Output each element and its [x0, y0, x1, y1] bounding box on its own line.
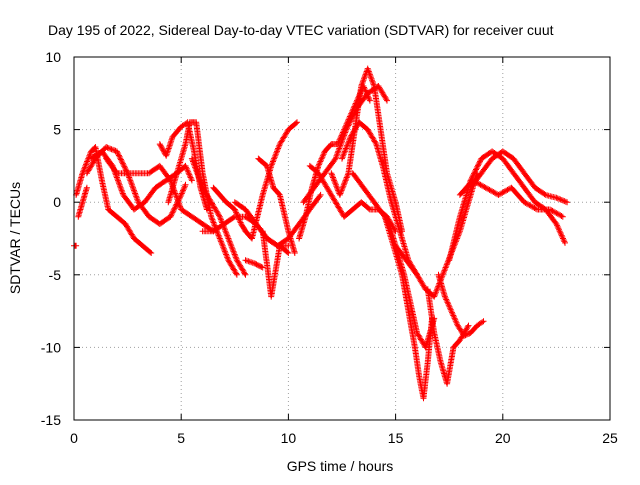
series-sat-27	[456, 177, 566, 220]
y-tick-label: -15	[41, 412, 61, 428]
x-tick-label: 0	[70, 430, 78, 446]
series-sat-7	[188, 155, 249, 278]
data-point-marks	[259, 228, 292, 300]
x-tick-label: 10	[281, 430, 297, 446]
data-point-marks	[242, 257, 266, 271]
y-tick-label: -10	[41, 339, 61, 355]
series-sat-12	[259, 228, 292, 300]
plot-frame	[73, 56, 611, 421]
series-sat-23	[424, 286, 472, 387]
x-axis-label: GPS time / hours	[287, 458, 394, 474]
plot-area	[71, 65, 571, 402]
axis-ticks: 0 5 10 15 20 25 -15 -10 -5 0 5 10	[41, 49, 618, 446]
y-tick-label: -5	[49, 267, 62, 283]
data-point-marks	[75, 184, 90, 220]
y-tick-label: 5	[53, 122, 61, 138]
data-point-marks	[339, 119, 420, 278]
chart-title: Day 195 of 2022, Sidereal Day-to-day VTE…	[48, 22, 554, 38]
series-sat-11	[242, 257, 266, 271]
data-point-marks	[103, 155, 217, 235]
x-tick-label: 15	[388, 430, 404, 446]
y-axis-label: SDTVAR / TECUs	[7, 182, 23, 294]
series-sat-18	[328, 65, 405, 235]
x-tick-label: 20	[495, 430, 511, 446]
series-sat-4	[103, 155, 217, 235]
data-point-marks	[249, 119, 300, 242]
series-sat-14	[249, 119, 300, 242]
y-tick-label: 10	[45, 49, 61, 65]
y-tick-label: 0	[53, 194, 61, 210]
series-sat-29	[75, 184, 90, 220]
data-point-marks	[435, 271, 487, 339]
data-point-marks	[456, 177, 566, 220]
x-tick-label: 25	[602, 430, 618, 446]
data-point-marks	[328, 65, 405, 235]
x-tick-label: 5	[177, 430, 185, 446]
series-sat-24	[435, 271, 487, 339]
series-sat-19	[339, 119, 420, 278]
data-point-marks	[188, 155, 249, 278]
data-point-marks	[424, 286, 472, 387]
data-point-marks	[467, 148, 571, 206]
series-sat-26	[467, 148, 571, 206]
